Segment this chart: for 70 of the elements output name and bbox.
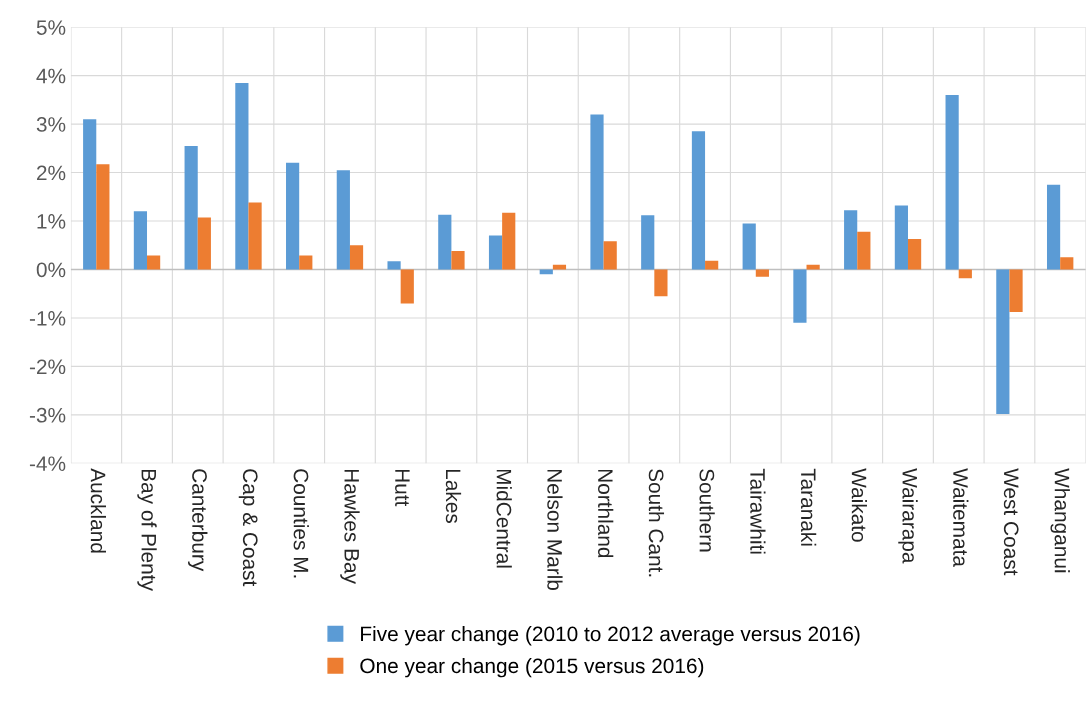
x-tick-label: Hawkes Bay: [340, 469, 360, 584]
bar: [1046, 184, 1061, 270]
bar: [248, 202, 262, 270]
legend-label: Five year change (2010 to 2012 average versus 2016): [361, 626, 860, 646]
x-tick-label: Canterbury: [188, 469, 208, 572]
x-tick-label: West Coast: [1003, 468, 1019, 576]
y-tick-label: -2%: [29, 359, 66, 375]
bar: [958, 269, 972, 279]
x-tick-label: Auckland: [90, 468, 106, 553]
bar: [691, 131, 706, 270]
x-tick-label: Bay of Plenty: [137, 469, 157, 591]
x-tick-label: Taranaki: [800, 468, 817, 546]
bar: [488, 235, 503, 270]
bar: [857, 231, 871, 270]
bar: [894, 205, 908, 270]
bar: [147, 255, 161, 270]
bar: [996, 269, 1010, 414]
x-tick-label: Wairarapa: [898, 468, 918, 564]
x-tick-label: Whanganui: [1050, 468, 1070, 573]
bar: [197, 217, 211, 270]
bar: [286, 162, 300, 270]
y-tick-label: 3%: [36, 117, 66, 132]
bar: [755, 269, 769, 277]
bar: [590, 114, 604, 270]
bar: [235, 82, 249, 270]
x-tick-label: Southern: [699, 469, 715, 552]
bar: [603, 241, 617, 270]
bar: [641, 215, 655, 270]
x-tick-label: Nelson Marlb: [547, 469, 563, 591]
y-tick-label: 0%: [36, 262, 66, 278]
x-tick-label: Counties M.: [293, 469, 309, 578]
bar: [654, 269, 668, 297]
y-tick-label: 4%: [36, 68, 66, 84]
x-tick-label: Hutt: [395, 469, 410, 507]
x-tick-label: Northland: [598, 469, 614, 558]
bar: [1009, 269, 1023, 313]
x-tick-label: Cap & Coast: [238, 469, 258, 587]
y-tick-label: 5%: [36, 20, 66, 35]
bar: [742, 223, 756, 270]
bar: [907, 238, 922, 270]
y-tick-label: 1%: [37, 214, 66, 229]
bar: [1060, 257, 1074, 270]
bar: [502, 212, 516, 270]
bar: [83, 119, 97, 270]
x-tick-label: Waikato: [851, 468, 867, 542]
bar: [336, 170, 350, 270]
bar: [844, 210, 858, 270]
bar: [793, 269, 807, 323]
x-tick-label: South Cant.: [648, 469, 665, 577]
bar: [96, 164, 110, 270]
bar: [945, 95, 959, 270]
y-tick-label: -4%: [29, 456, 66, 471]
bar: [299, 255, 313, 270]
y-tick-label: -1%: [29, 311, 66, 326]
x-tick-label: MidCentral: [496, 469, 512, 568]
x-tick-label: Lakes: [445, 469, 462, 524]
y-tick-label: -3%: [29, 407, 66, 423]
bar: [184, 145, 198, 270]
y-tick-label: 2%: [36, 165, 66, 181]
bar: [705, 260, 719, 270]
x-tick-label: Tairawhiti: [750, 468, 766, 554]
bar: [387, 261, 401, 270]
bar: [400, 269, 414, 304]
bar: [349, 245, 364, 270]
legend-label: One year change (2015 versus 2016): [360, 657, 704, 678]
bar: [539, 269, 553, 275]
bar: [438, 214, 452, 270]
x-tick-label: Waitemata: [953, 468, 969, 567]
bar: [133, 211, 148, 270]
bar: [451, 251, 465, 270]
